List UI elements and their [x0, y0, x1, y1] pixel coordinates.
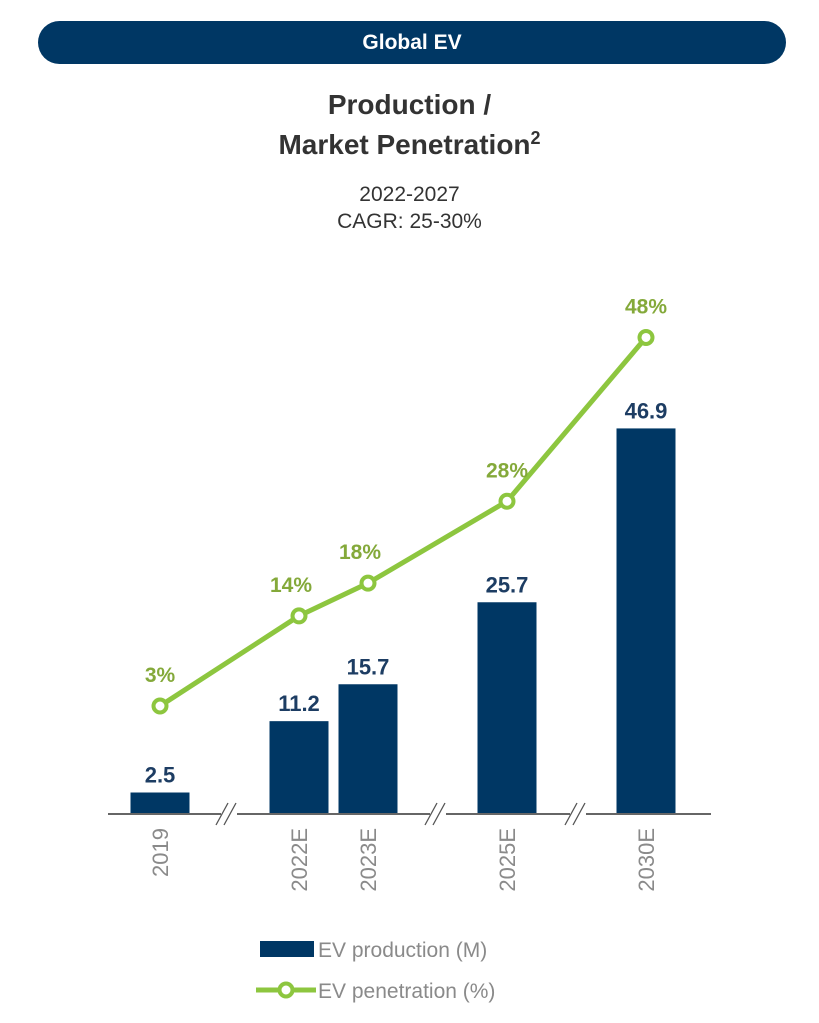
- penetration-value-label: 3%: [145, 664, 176, 687]
- bar-value-label: 11.2: [278, 691, 320, 716]
- axis-break-gap: [221, 809, 237, 819]
- bar-2025E: [477, 602, 537, 813]
- subtitle-period: 2022-2027: [359, 183, 460, 206]
- penetration-point-2019: [151, 697, 169, 715]
- banner-title: Global EV: [362, 30, 462, 54]
- bar-2019: [130, 792, 190, 813]
- penetration-value-label: 28%: [486, 459, 528, 482]
- legend-line-marker: [277, 981, 295, 999]
- legend-bar-swatch: [260, 941, 314, 957]
- penetration-value-label: 48%: [625, 295, 667, 318]
- bar-value-label: 25.7: [486, 572, 529, 597]
- chart-title-line2: Market Penetration2: [0, 126, 819, 164]
- axis-break-mark: [215, 802, 229, 826]
- penetration-point-2030E: [637, 328, 655, 346]
- axis-break-gap: [570, 809, 586, 819]
- penetration-value-label: 18%: [339, 541, 381, 564]
- axis-break-mark: [432, 802, 446, 826]
- axis-break-mark: [572, 802, 586, 826]
- axis-break-mark: [424, 802, 438, 826]
- bar-value-label: 15.7: [347, 654, 390, 679]
- x-tick-label: 2023E: [356, 828, 381, 892]
- bar-2022E: [269, 721, 329, 813]
- x-tick-label: 2025E: [495, 828, 520, 892]
- penetration-point-2025E: [498, 492, 516, 510]
- bar-2023E: [338, 684, 398, 813]
- axis-break-gap: [430, 809, 446, 819]
- x-tick-label: 2019: [148, 828, 173, 877]
- legend-label-penetration: EV penetration (%): [318, 980, 495, 1003]
- chart-title-text: Market Penetration: [278, 129, 531, 160]
- chart-title-line1: Production /: [327, 89, 492, 120]
- x-tick-label: 2030E: [634, 828, 659, 892]
- axis-break-mark: [223, 802, 237, 826]
- subtitle-cagr: CAGR: 25-30%: [337, 210, 482, 233]
- penetration-value-label: 14%: [270, 574, 312, 597]
- footnote-marker: 2: [530, 128, 541, 148]
- penetration-point-2023E: [359, 574, 377, 592]
- x-tick-label: 2022E: [287, 828, 312, 892]
- axis-break-mark: [564, 802, 578, 826]
- bar-value-label: 46.9: [625, 398, 668, 423]
- bar-2030E: [616, 428, 676, 813]
- bar-value-label: 2.5: [145, 763, 176, 788]
- penetration-line: [158, 335, 648, 709]
- banner: Global EV: [38, 21, 786, 64]
- penetration-point-2022E: [290, 607, 308, 625]
- legend-label-production: EV production (M): [318, 939, 487, 962]
